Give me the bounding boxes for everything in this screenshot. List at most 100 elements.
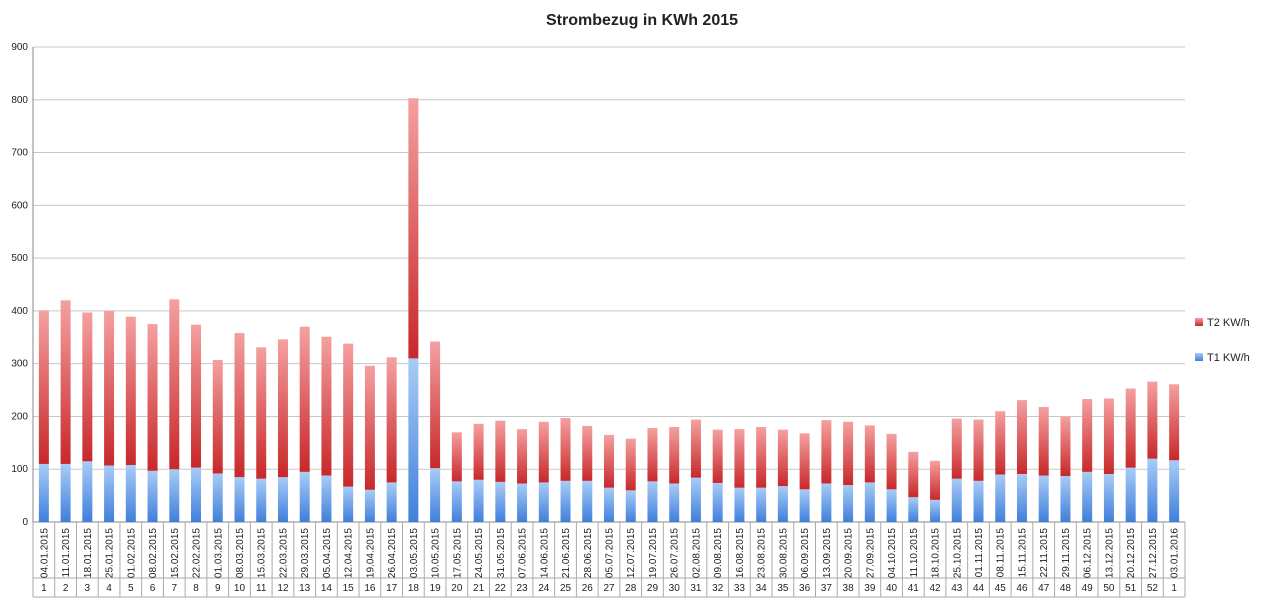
week-label: 26 xyxy=(582,583,594,594)
bar-t1 xyxy=(517,483,528,522)
week-label: 40 xyxy=(886,583,898,594)
x-tick-label: 26.04.2015 xyxy=(387,528,398,578)
x-tick-label: 22.02.2015 xyxy=(192,528,203,578)
y-tick-label: 800 xyxy=(11,95,28,106)
week-label: 52 xyxy=(1147,583,1159,594)
x-tick-label: 29.11.2015 xyxy=(1061,528,1072,578)
week-label: 24 xyxy=(538,583,550,594)
bar-t2 xyxy=(886,433,897,490)
x-tick-label: 08.11.2015 xyxy=(996,528,1007,578)
x-tick-label: 24.05.2015 xyxy=(474,528,485,578)
bar-t2 xyxy=(451,432,462,482)
week-label: 25 xyxy=(560,583,572,594)
x-tick-label: 01.11.2015 xyxy=(974,528,985,578)
legend-swatch xyxy=(1195,353,1203,361)
week-label: 16 xyxy=(364,583,376,594)
bar-t1 xyxy=(277,477,288,522)
week-label: 45 xyxy=(995,583,1007,594)
bar-t2 xyxy=(625,438,636,491)
bar-t1 xyxy=(495,481,506,522)
bar-t1 xyxy=(1147,458,1158,522)
week-label: 20 xyxy=(451,583,463,594)
bar-t1 xyxy=(60,463,71,522)
bar-t1 xyxy=(104,465,115,522)
bar-t2 xyxy=(82,312,93,462)
bar-t2 xyxy=(908,451,919,498)
bar-t2 xyxy=(495,420,506,482)
legend-swatch xyxy=(1195,318,1203,326)
x-tick-label: 08.03.2015 xyxy=(235,528,246,578)
week-label: 41 xyxy=(908,583,920,594)
bar-t2 xyxy=(864,425,875,483)
x-tick-label: 20.09.2015 xyxy=(844,528,855,578)
x-tick-label: 29.03.2015 xyxy=(300,528,311,578)
bar-t2 xyxy=(60,300,71,464)
week-label: 9 xyxy=(215,583,221,594)
bar-t1 xyxy=(799,489,810,522)
week-label: 30 xyxy=(669,583,681,594)
bar-t2 xyxy=(712,429,723,483)
x-tick-label: 19.04.2015 xyxy=(365,528,376,578)
x-tick-label: 21.06.2015 xyxy=(561,528,572,578)
bar-t1 xyxy=(1169,460,1180,522)
bar-t2 xyxy=(843,421,854,486)
y-tick-label: 500 xyxy=(11,253,28,264)
bar-t2 xyxy=(951,418,962,479)
legend-label: T1 KW/h xyxy=(1207,352,1250,364)
bar-t1 xyxy=(1060,476,1071,522)
x-tick-label: 12.04.2015 xyxy=(344,528,355,578)
bar-t1 xyxy=(734,487,745,522)
bar-t1 xyxy=(343,486,354,522)
x-tick-label: 06.09.2015 xyxy=(800,528,811,578)
bar-t1 xyxy=(582,480,593,522)
y-tick-label: 300 xyxy=(11,359,28,370)
x-tick-label: 11.01.2015 xyxy=(61,528,72,578)
week-label: 51 xyxy=(1125,583,1137,594)
bar-t1 xyxy=(538,482,549,522)
week-label: 7 xyxy=(172,583,178,594)
bar-t1 xyxy=(38,463,49,522)
bar-t2 xyxy=(1147,381,1158,459)
bar-t1 xyxy=(821,483,832,522)
x-tick-label: 08.02.2015 xyxy=(148,528,159,578)
y-tick-label: 0 xyxy=(22,517,28,528)
bar-t2 xyxy=(1060,416,1071,477)
week-label: 42 xyxy=(929,583,941,594)
week-label: 4 xyxy=(106,583,112,594)
bar-t1 xyxy=(560,480,571,522)
x-tick-label: 17.05.2015 xyxy=(452,528,463,578)
week-label: 49 xyxy=(1082,583,1094,594)
bar-t1 xyxy=(408,358,419,522)
week-label: 27 xyxy=(603,583,615,594)
x-tick-label: 22.03.2015 xyxy=(278,528,289,578)
week-label: 19 xyxy=(430,583,442,594)
bar-t2 xyxy=(104,310,115,466)
bar-t2 xyxy=(234,333,245,478)
bar-t1 xyxy=(364,489,375,522)
bar-t2 xyxy=(169,299,180,470)
bar-t2 xyxy=(408,98,419,359)
week-label: 1 xyxy=(1171,583,1177,594)
x-tick-label: 05.07.2015 xyxy=(605,528,616,578)
bar-t1 xyxy=(125,465,136,522)
week-label: 11 xyxy=(256,583,267,594)
y-tick-label: 400 xyxy=(11,306,28,317)
bar-t1 xyxy=(82,461,93,522)
bar-t1 xyxy=(625,490,636,522)
bar-t2 xyxy=(734,429,745,488)
week-label: 31 xyxy=(690,583,702,594)
week-label: 29 xyxy=(647,583,659,594)
bar-t1 xyxy=(147,470,158,522)
week-label: 47 xyxy=(1038,583,1050,594)
bar-t1 xyxy=(712,482,723,522)
week-label: 28 xyxy=(625,583,637,594)
bar-t2 xyxy=(799,433,810,490)
bar-t2 xyxy=(1016,400,1027,474)
bar-t2 xyxy=(386,357,397,483)
x-tick-label: 11.10.2015 xyxy=(909,528,920,578)
bar-t2 xyxy=(125,316,136,465)
y-tick-label: 200 xyxy=(11,411,28,422)
bar-t2 xyxy=(277,339,288,478)
x-tick-label: 13.09.2015 xyxy=(822,528,833,578)
